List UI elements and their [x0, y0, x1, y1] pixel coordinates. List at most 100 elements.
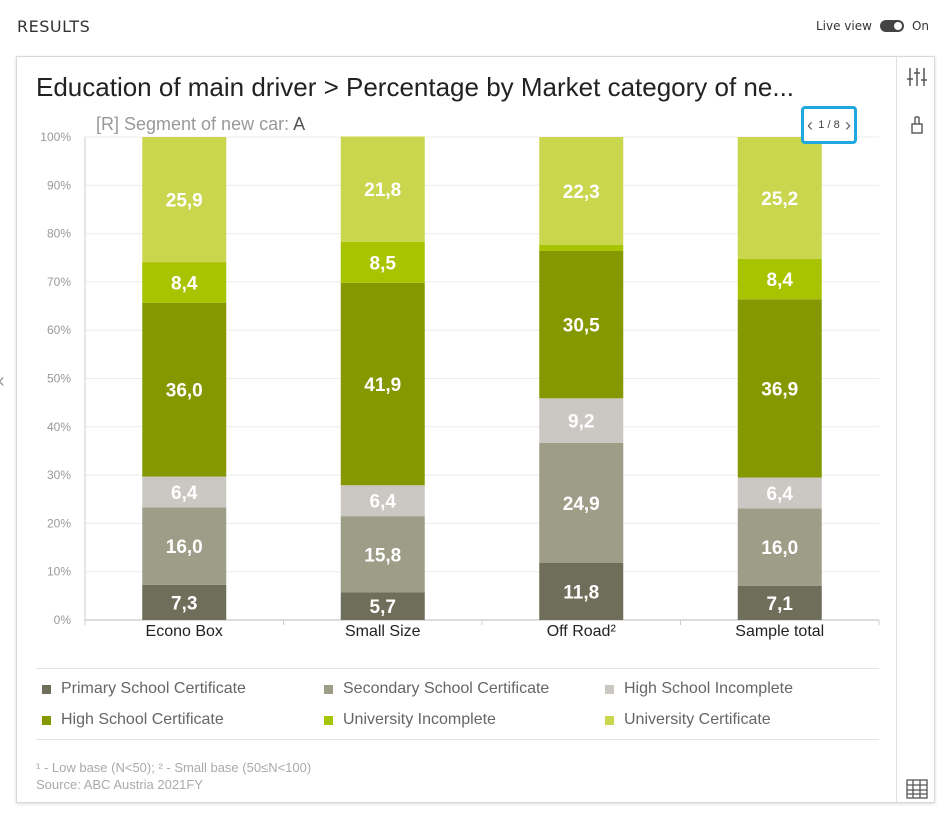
- data-label: 25,9: [166, 191, 203, 212]
- legend-label: University Incomplete: [343, 711, 496, 728]
- bar-segment: [539, 398, 624, 443]
- data-label: 8,5: [370, 253, 397, 274]
- live-view-toggle[interactable]: [879, 20, 904, 32]
- data-label: 30,5: [563, 316, 600, 337]
- bar-segment: [340, 485, 425, 517]
- live-view-state: On: [911, 19, 929, 33]
- data-label: 16,0: [166, 537, 203, 558]
- chart-legend: Primary School Certificate Secondary Scho…: [36, 668, 879, 740]
- live-view-label: Live view: [815, 19, 872, 33]
- y-tick-label: 30%: [47, 468, 71, 482]
- bar-segment: [539, 250, 624, 399]
- bar-segment: [142, 507, 227, 585]
- x-tick-label: Econo Box: [146, 623, 223, 640]
- data-label: 16,0: [761, 538, 798, 559]
- sliders-icon[interactable]: [903, 63, 931, 91]
- x-tick-label: Off Road²: [547, 623, 617, 640]
- y-tick-label: 100%: [40, 130, 71, 144]
- results-title: RESULTS: [17, 17, 91, 36]
- legend-label: High School Certificate: [61, 711, 224, 728]
- data-label: 24,9: [563, 494, 600, 515]
- bar-segment: [340, 241, 425, 283]
- legend-item[interactable]: High School Incomplete: [605, 680, 793, 698]
- bar-segment: [142, 476, 227, 508]
- data-label: 6,4: [767, 484, 794, 505]
- bar-segment: [340, 282, 425, 486]
- table-icon[interactable]: [903, 775, 931, 803]
- y-tick-label: 70%: [47, 275, 71, 289]
- legend-swatch: [605, 715, 614, 725]
- y-tick-label: 90%: [47, 178, 71, 192]
- data-label: 25,2: [761, 189, 798, 210]
- bar-segment: [539, 137, 624, 245]
- data-label: 41,9: [364, 375, 401, 396]
- y-tick-label: 40%: [47, 420, 71, 434]
- chart-title: Education of main driver > Percentage by…: [36, 72, 795, 102]
- bar-segment: [142, 137, 227, 263]
- legend-label: University Certificate: [624, 711, 771, 728]
- live-view-control: Live view On: [816, 19, 929, 33]
- legend-item[interactable]: Primary School Certificate: [42, 680, 246, 698]
- legend-swatch: [42, 684, 51, 694]
- data-label: 7,1: [767, 594, 794, 615]
- legend-label: High School Incomplete: [624, 680, 793, 697]
- data-label: 21,8: [364, 180, 401, 201]
- y-tick-label: 0%: [54, 613, 72, 627]
- x-tick-label: Small Size: [345, 623, 421, 640]
- data-label: 36,0: [166, 381, 203, 402]
- side-toolbar-divider: [896, 57, 897, 802]
- chart-subtitle: [R] Segment of new car: A: [96, 114, 305, 135]
- bar-segment: [340, 136, 425, 242]
- legend-item[interactable]: High School Certificate: [42, 711, 224, 729]
- y-tick-label: 60%: [47, 323, 71, 337]
- bar-segment: [737, 258, 822, 300]
- footnote-bases: ¹ - Low base (N<50); ² - Small base (50≤…: [36, 760, 312, 775]
- legend-item[interactable]: University Incomplete: [324, 711, 496, 729]
- pager-next-icon[interactable]: ›: [845, 114, 851, 135]
- bar-segment: [737, 137, 822, 259]
- pager[interactable]: ‹ 1 / 8 ›: [801, 106, 857, 144]
- data-label: 8,4: [767, 270, 794, 291]
- bar-segment: [539, 563, 624, 620]
- legend-swatch: [324, 684, 333, 694]
- bar-segment: [142, 584, 227, 620]
- data-label: 11,8: [563, 583, 599, 604]
- data-label: 15,8: [364, 545, 401, 566]
- bar-segment: [539, 442, 624, 564]
- data-label: 6,4: [370, 492, 397, 513]
- y-tick-label: 20%: [47, 516, 71, 530]
- data-label: 7,3: [171, 593, 197, 614]
- legend-swatch: [605, 684, 614, 694]
- pager-prev-icon[interactable]: ‹: [807, 114, 813, 135]
- data-label: 8,4: [171, 273, 198, 294]
- footnote-source: Source: ABC Austria 2021FY: [36, 777, 203, 792]
- bar-segment: [142, 302, 227, 477]
- y-tick-label: 10%: [47, 565, 71, 579]
- chevron-left-icon[interactable]: ‹: [0, 370, 5, 393]
- bar-segment: [340, 592, 425, 620]
- data-label: 5,7: [370, 597, 396, 618]
- legend-swatch: [42, 715, 51, 725]
- data-label: 9,2: [568, 412, 594, 433]
- subtitle-prefix: [R] Segment of new car:: [96, 114, 294, 134]
- data-label: 22,3: [563, 182, 600, 203]
- legend-label: Secondary School Certificate: [343, 680, 550, 697]
- bar-segment: [539, 244, 624, 251]
- y-tick-label: 50%: [47, 372, 71, 386]
- bar-segment: [142, 262, 227, 303]
- subtitle-value: A: [293, 114, 306, 134]
- brush-icon[interactable]: [903, 110, 931, 138]
- bar-segment: [737, 508, 822, 586]
- legend-item[interactable]: University Certificate: [605, 711, 771, 729]
- bar-segment: [340, 516, 425, 593]
- bar-segment: [737, 477, 822, 509]
- legend-item[interactable]: Secondary School Certificate: [324, 680, 549, 698]
- x-tick-label: Sample total: [735, 623, 824, 640]
- bar-segment: [737, 299, 822, 478]
- data-label: 6,4: [171, 483, 198, 504]
- pager-text: 1 / 8: [818, 119, 840, 131]
- bar-segment: [737, 585, 822, 620]
- legend-swatch: [324, 715, 333, 725]
- legend-label: Primary School Certificate: [61, 680, 246, 697]
